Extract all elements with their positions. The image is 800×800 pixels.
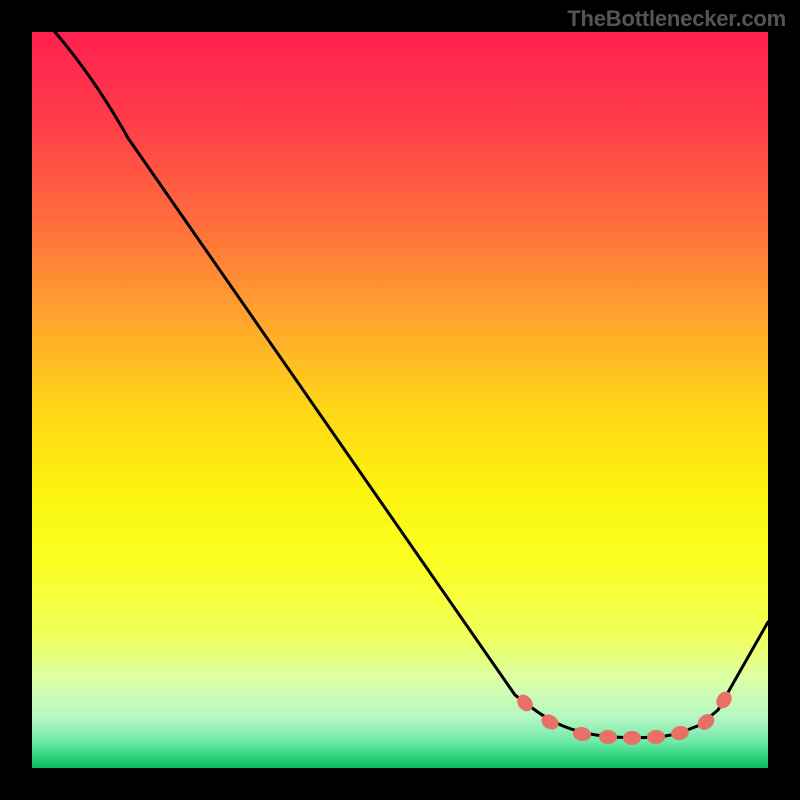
plot-background [32, 32, 768, 768]
chart-container: TheBottlenecker.com [0, 0, 800, 800]
chart-svg [0, 0, 800, 800]
curve-marker [623, 731, 641, 745]
watermark-text: TheBottlenecker.com [567, 6, 786, 32]
